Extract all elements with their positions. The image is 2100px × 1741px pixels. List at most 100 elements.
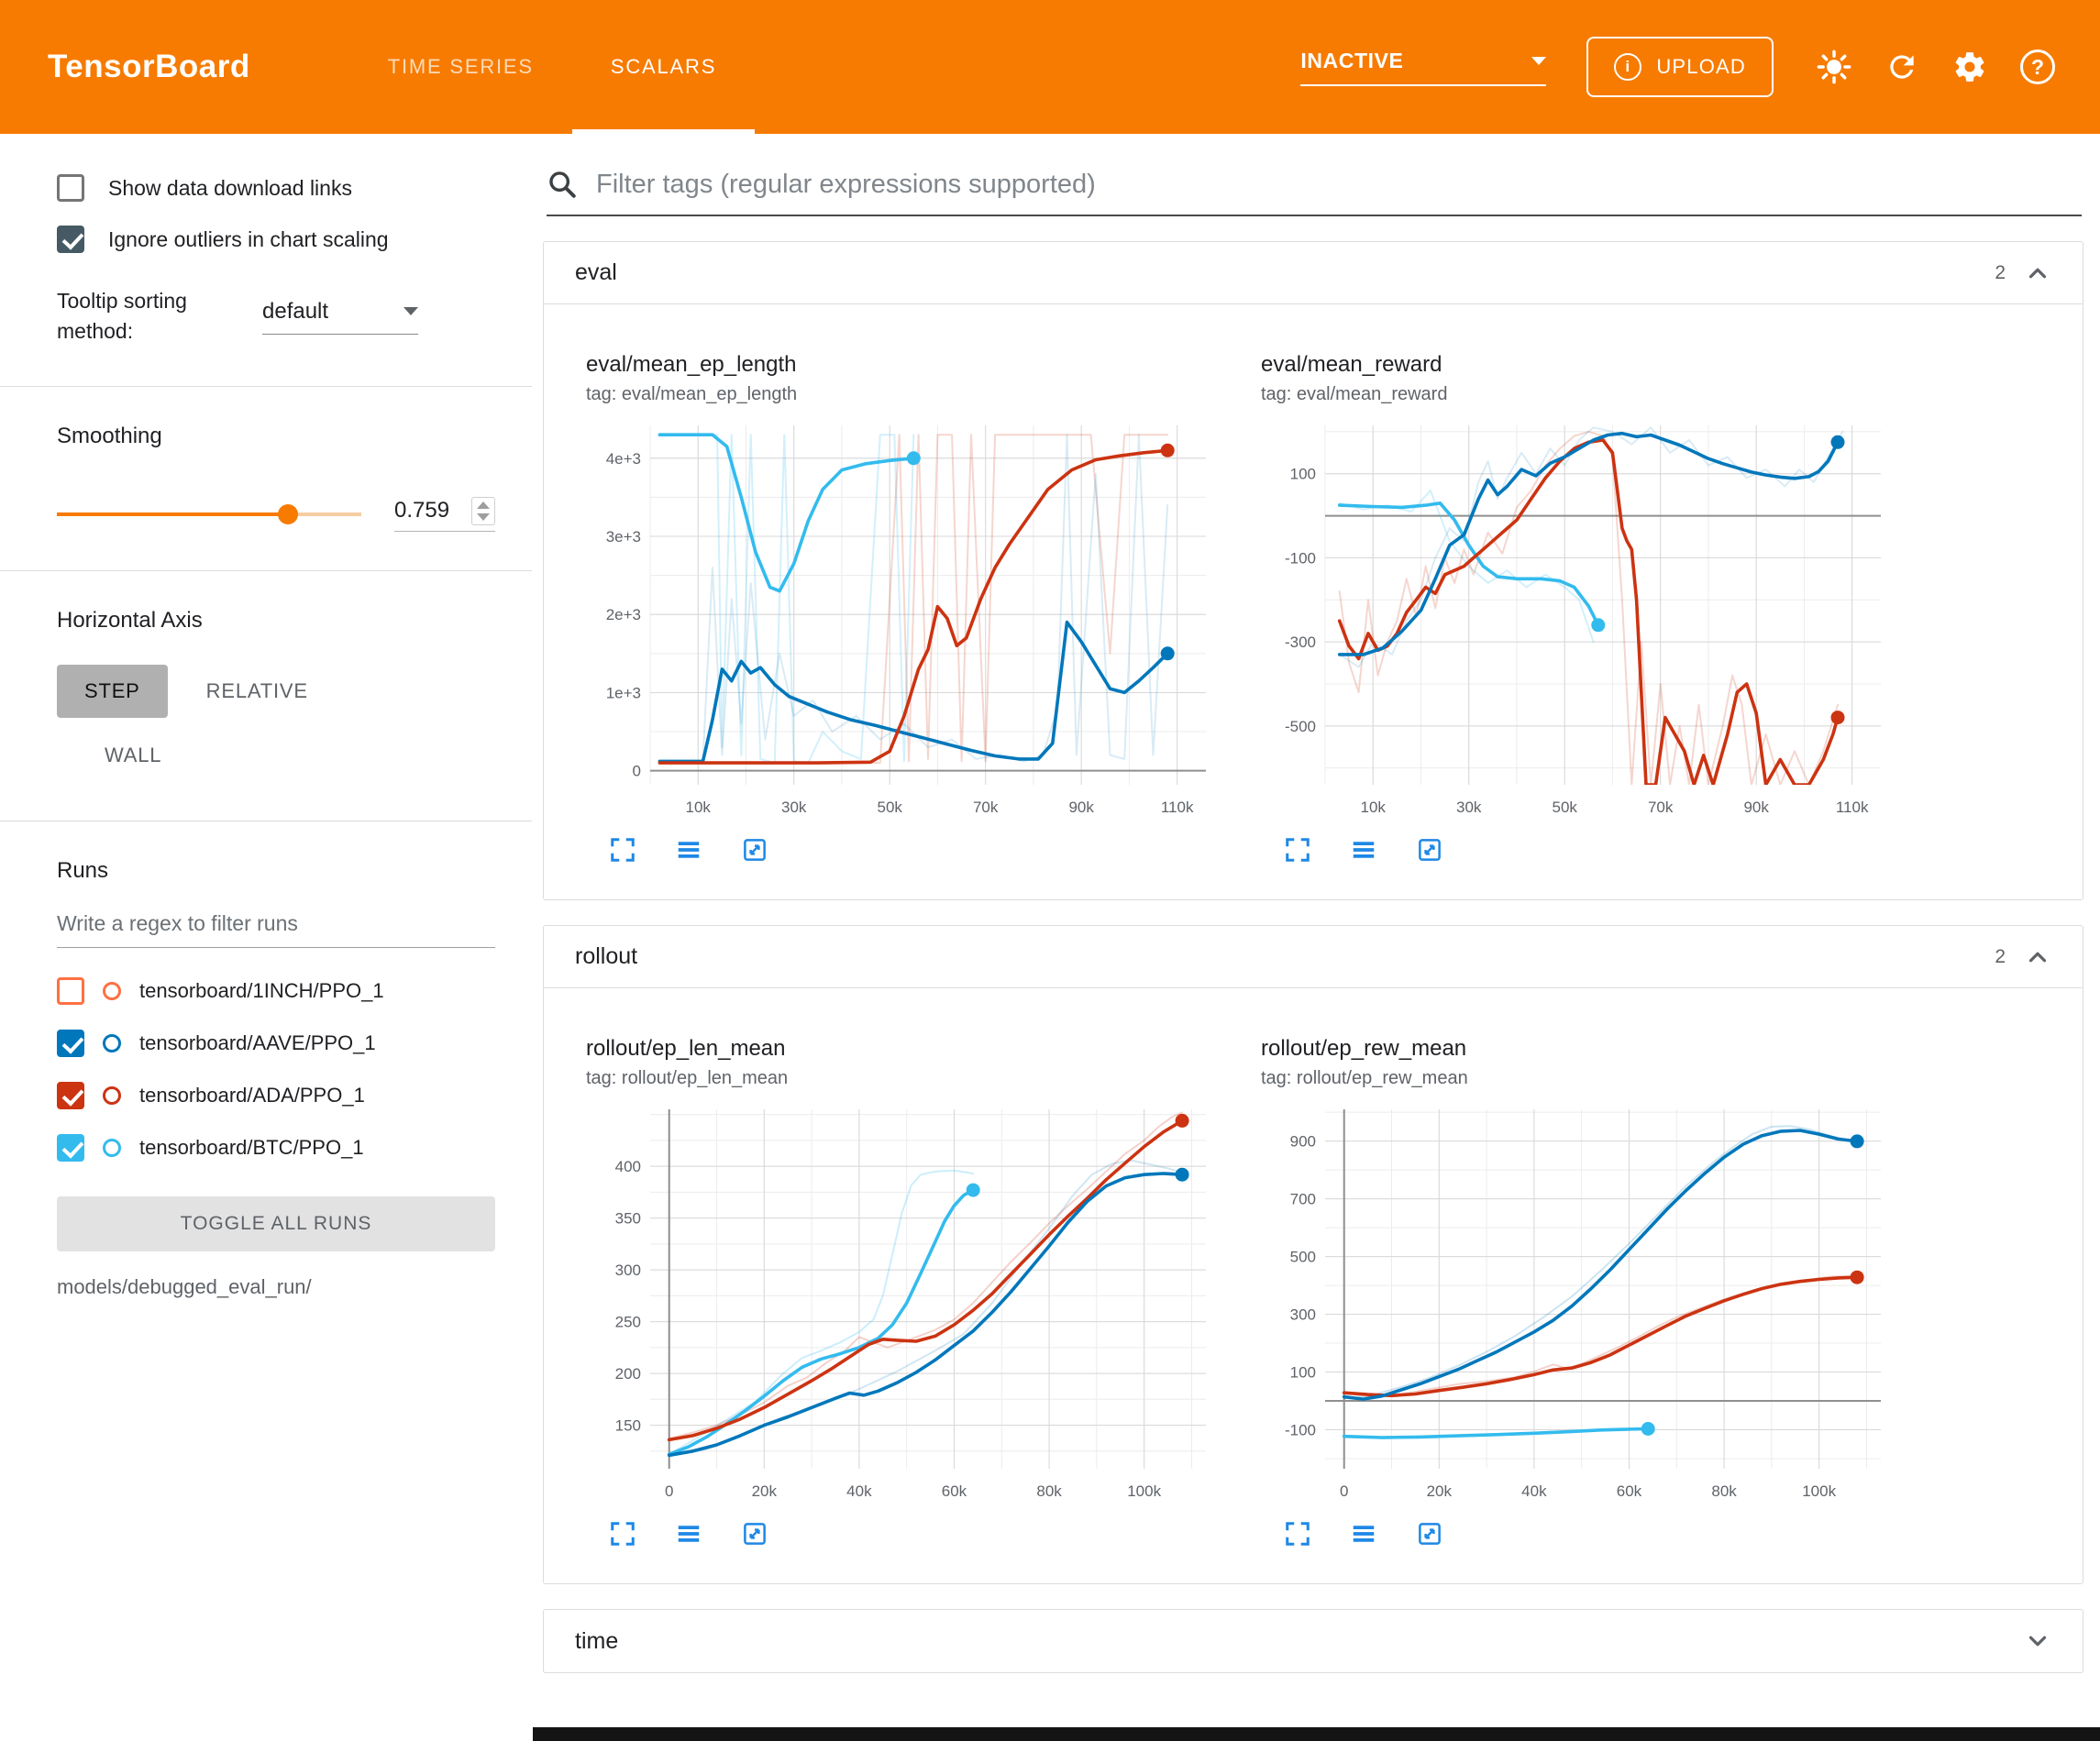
checkbox-checked-icon[interactable] <box>57 226 84 253</box>
fit-domain-icon[interactable] <box>740 835 769 865</box>
header-icon-group: ? <box>1814 47 2058 87</box>
svg-text:-500: -500 <box>1285 718 1316 735</box>
chart-plot[interactable]: 100 -100 -300 -500 10k 30k 50k 70k 90k 110k <box>1261 414 1894 832</box>
chevron-down-icon <box>403 307 418 316</box>
help-icon[interactable]: ? <box>2017 47 2058 87</box>
chart-title: rollout/ep_len_mean <box>586 1036 786 1061</box>
ignore-outliers-checkbox[interactable]: Ignore outliers in chart scaling <box>57 226 495 253</box>
smoothing-value-input[interactable] <box>394 496 495 532</box>
run-item-1inch[interactable]: tensorboard/1INCH/PPO_1 <box>57 976 495 1005</box>
svg-text:3e+3: 3e+3 <box>606 528 641 545</box>
show-download-links-checkbox[interactable]: Show data download links <box>57 174 495 202</box>
chevron-down-icon <box>1531 56 1547 65</box>
search-icon <box>549 171 576 198</box>
svg-text:110k: 110k <box>1161 799 1194 816</box>
stepper-up-icon[interactable] <box>477 501 490 509</box>
settings-gear-icon[interactable] <box>1950 47 1990 87</box>
tooltip-sorting-dropdown[interactable]: default <box>262 299 418 335</box>
section-eval-header[interactable]: eval 2 <box>544 242 2083 304</box>
main-content: eval 2 eval/mean_ep_length tag: eval/mea… <box>532 134 2100 1741</box>
horizontal-axis-label: Horizontal Axis <box>57 607 203 633</box>
relative-axis-button[interactable]: RELATIVE <box>179 665 336 718</box>
chart-data-lines-icon[interactable] <box>674 835 703 865</box>
slider-thumb[interactable] <box>277 503 298 524</box>
svg-text:80k: 80k <box>1036 1482 1062 1500</box>
expand-chart-icon[interactable] <box>1283 835 1312 865</box>
run-checkbox[interactable] <box>57 976 84 1005</box>
chevron-up-icon[interactable] <box>2024 943 2051 971</box>
step-axis-button[interactable]: STEP <box>57 664 168 718</box>
tab-scalars[interactable]: SCALARS <box>571 0 756 134</box>
expand-chart-icon[interactable] <box>1283 1519 1312 1548</box>
runs-base-dir: models/debugged_eval_run/ <box>57 1274 312 1298</box>
section-rollout: rollout 2 rollout/ep_len_mean tag: rollo… <box>543 925 2083 1584</box>
runs-label: Runs <box>57 857 109 883</box>
info-icon: i <box>1614 53 1642 81</box>
run-item-ada[interactable]: tensorboard/ADA/PPO_1 <box>57 1081 495 1109</box>
fit-domain-icon[interactable] <box>1415 1519 1444 1548</box>
chart-plot[interactable]: 0 1e+3 2e+3 3e+3 4e+3 10k 30k 50k 70k 90k 110k <box>586 414 1219 832</box>
run-item-aave[interactable]: tensorboard/AAVE/PPO_1 <box>57 1029 495 1057</box>
run-checkbox[interactable] <box>57 1029 84 1057</box>
svg-text:90k: 90k <box>1743 799 1769 816</box>
svg-text:-100: -100 <box>1285 1421 1316 1438</box>
run-label: tensorboard/BTC/PPO_1 <box>139 1135 364 1159</box>
svg-text:10k: 10k <box>686 799 712 816</box>
expand-chart-icon[interactable] <box>608 1519 637 1548</box>
chart-plot[interactable]: 150 200 250 300 350 400 0 20k 40k 60k 80k 100k <box>586 1098 1219 1515</box>
run-label: tensorboard/AAVE/PPO_1 <box>139 1030 376 1054</box>
chart-tag: tag: rollout/ep_len_mean <box>586 1068 789 1088</box>
chart-data-lines-icon[interactable] <box>1349 835 1378 865</box>
run-checkbox[interactable] <box>57 1081 84 1109</box>
chart-data-lines-icon[interactable] <box>1349 1519 1378 1548</box>
chevron-down-icon[interactable] <box>2024 1627 2051 1655</box>
tab-time-series[interactable]: TIME SERIES <box>387 55 534 78</box>
svg-text:100: 100 <box>1290 466 1316 483</box>
run-list: tensorboard/1INCH/PPO_1 tensorboard/AAVE… <box>57 976 495 1162</box>
chart-tag: tag: rollout/ep_rew_mean <box>1261 1068 1468 1088</box>
section-title: rollout <box>575 943 638 969</box>
svg-text:100: 100 <box>1290 1364 1316 1382</box>
section-title: time <box>575 1627 619 1654</box>
chart-tag: tag: eval/mean_reward <box>1261 384 1448 404</box>
chart-data-lines-icon[interactable] <box>674 1519 703 1548</box>
chart-tag: tag: eval/mean_ep_length <box>586 384 798 404</box>
svg-text:50k: 50k <box>1552 799 1577 816</box>
chart-rollout-ep-len-mean: rollout/ep_len_mean tag: rollout/ep_len_… <box>586 1036 1219 1548</box>
refresh-icon[interactable] <box>1882 47 1922 87</box>
svg-text:80k: 80k <box>1711 1482 1737 1500</box>
chart-eval-mean-reward: eval/mean_reward tag: eval/mean_reward 1… <box>1261 352 1894 865</box>
runs-filter-input[interactable] <box>57 910 495 936</box>
smoothing-slider[interactable] <box>57 503 361 524</box>
tag-filter-input[interactable] <box>596 169 2082 200</box>
stepper-down-icon[interactable] <box>477 512 490 521</box>
runs-section: Runs tensorboard/1INCH/PPO_1 tensorboard… <box>0 858 532 1299</box>
number-stepper[interactable] <box>471 496 495 525</box>
svg-text:300: 300 <box>1290 1306 1316 1324</box>
slider-fill <box>57 512 288 516</box>
checkbox-unchecked-icon[interactable] <box>57 174 84 202</box>
section-time-header[interactable]: time <box>544 1610 2083 1672</box>
section-time: time <box>543 1609 2083 1673</box>
data-status-dropdown[interactable]: INACTIVE <box>1300 48 1547 86</box>
chart-rollout-ep-rew-mean: rollout/ep_rew_mean tag: rollout/ep_rew_… <box>1261 1036 1894 1548</box>
chart-plot[interactable]: -100 100 300 500 700 900 0 20k 40k 60k 80k 100k <box>1261 1098 1894 1515</box>
expand-chart-icon[interactable] <box>608 835 637 865</box>
fit-domain-icon[interactable] <box>1415 835 1444 865</box>
run-item-btc[interactable]: tensorboard/BTC/PPO_1 <box>57 1133 495 1162</box>
svg-text:20k: 20k <box>1427 1482 1453 1500</box>
fit-domain-icon[interactable] <box>740 1519 769 1548</box>
data-status-label: INACTIVE <box>1300 48 1404 72</box>
section-rollout-header[interactable]: rollout 2 <box>544 926 2083 988</box>
tooltip-sorting-row: Tooltip sorting method: default <box>57 286 495 347</box>
section-eval: eval 2 eval/mean_ep_length tag: eval/mea… <box>543 241 2083 900</box>
svg-text:100k: 100k <box>1127 1482 1161 1500</box>
chevron-up-icon[interactable] <box>2024 259 2051 287</box>
brightness-icon[interactable] <box>1814 47 1854 87</box>
run-checkbox[interactable] <box>57 1133 84 1162</box>
horizontal-scrollbar[interactable] <box>533 1727 2100 1741</box>
toggle-all-runs-button[interactable]: TOGGLE ALL RUNS <box>57 1196 495 1251</box>
smoothing-value-field[interactable] <box>394 498 462 524</box>
upload-button[interactable]: i UPLOAD <box>1586 37 1774 97</box>
wall-axis-button[interactable]: WALL <box>77 729 189 782</box>
